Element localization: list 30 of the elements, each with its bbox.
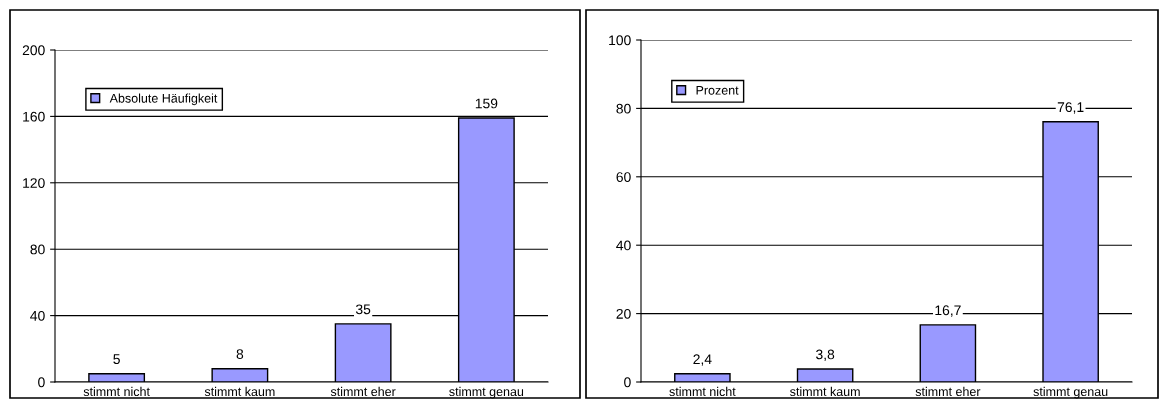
legend-label: Absolute Häufigkeit [109,93,218,106]
y-tick-label: 60 [616,172,631,182]
y-tick-label: 40 [30,310,45,321]
y-tick-label: 200 [22,45,45,56]
text: 159 [475,98,498,109]
x-tick-label: stimmt eher [330,386,396,397]
legend-label: Prozent [696,85,739,95]
x-tick-label: stimmt nicht [669,386,736,397]
text: 2,4 [693,354,712,366]
x-tick-label: stimmt genau [449,386,524,399]
x-tick-label: stimmt kaum [204,386,275,397]
x-tick-label: stimmt eher [915,386,981,397]
y-tick-label: 20 [616,308,631,319]
text: 16,7 [935,305,961,317]
x-tick-label: stimmt kaum [790,386,860,397]
y-tick-label: 160 [23,111,45,122]
y-tick-label: 0 [38,377,45,388]
y-tick-label: 80 [30,244,45,255]
y-tick-label: 120 [23,178,45,188]
text: 8 [236,349,244,360]
y-tick-label: 100 [609,35,631,46]
x-tick-label: stimmt nicht [83,386,150,397]
text: 35 [355,304,371,315]
y-tick-label: 80 [616,103,631,114]
text: 5 [113,354,120,365]
text: 76,1 [1057,102,1084,114]
y-tick-label: 40 [616,240,631,251]
text: 3,8 [816,349,835,361]
y-tick-label: 0 [624,377,631,388]
x-tick-label: stimmt genau [1033,386,1108,399]
